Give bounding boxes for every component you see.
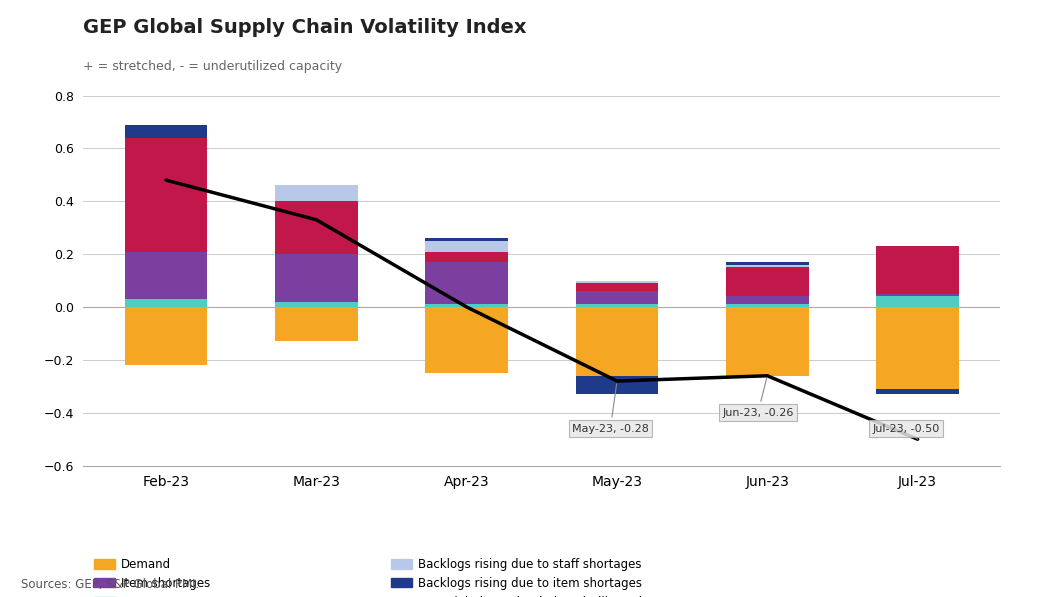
Bar: [425, 262, 508, 304]
Text: Jul-23, -0.50: Jul-23, -0.50: [872, 424, 940, 439]
Bar: [876, 307, 959, 389]
Bar: [726, 264, 809, 267]
Bar: [876, 294, 959, 297]
Bar: [275, 301, 357, 307]
Text: Sources: GEP, S&P Global PMI.: Sources: GEP, S&P Global PMI.: [21, 578, 199, 591]
Bar: [425, 304, 508, 307]
Bar: [726, 307, 809, 376]
Bar: [575, 291, 659, 304]
Bar: [726, 297, 809, 304]
Text: + = stretched, - = underutilized capacity: + = stretched, - = underutilized capacit…: [83, 60, 343, 73]
Bar: [876, 297, 959, 307]
Bar: [125, 251, 207, 299]
Bar: [726, 267, 809, 297]
Bar: [726, 304, 809, 307]
Bar: [275, 307, 357, 341]
Bar: [425, 238, 508, 241]
Bar: [575, 281, 659, 283]
Bar: [575, 304, 659, 307]
Text: GEP Global Supply Chain Volatility Index: GEP Global Supply Chain Volatility Index: [83, 18, 527, 37]
Bar: [876, 246, 959, 294]
Bar: [876, 389, 959, 394]
Bar: [575, 307, 659, 376]
Bar: [575, 376, 659, 394]
Bar: [125, 307, 207, 365]
Bar: [125, 138, 207, 251]
Text: May-23, -0.28: May-23, -0.28: [572, 384, 649, 433]
Bar: [275, 254, 357, 301]
Bar: [125, 299, 207, 307]
Bar: [425, 241, 508, 251]
Bar: [275, 186, 357, 201]
Bar: [575, 283, 659, 291]
Bar: [125, 125, 207, 138]
Bar: [425, 307, 508, 373]
Text: Jun-23, -0.26: Jun-23, -0.26: [722, 378, 794, 418]
Legend: Demand, Item shortages, Transport costs, Stockpiling due to supply or price conc: Demand, Item shortages, Transport costs,…: [90, 553, 661, 597]
Bar: [275, 201, 357, 254]
Bar: [425, 251, 508, 262]
Bar: [726, 262, 809, 264]
